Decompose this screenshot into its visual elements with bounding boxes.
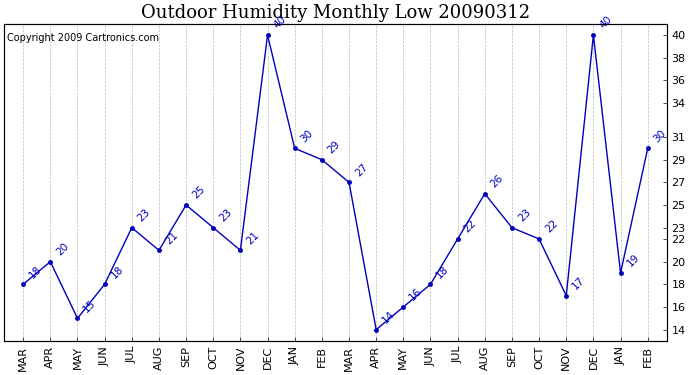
Text: 14: 14 xyxy=(380,309,397,326)
Text: 17: 17 xyxy=(571,275,587,291)
Text: 29: 29 xyxy=(326,139,342,156)
Title: Outdoor Humidity Monthly Low 20090312: Outdoor Humidity Monthly Low 20090312 xyxy=(141,4,530,22)
Text: 23: 23 xyxy=(516,207,533,224)
Text: 22: 22 xyxy=(543,218,560,235)
Text: 18: 18 xyxy=(109,264,126,280)
Text: 21: 21 xyxy=(244,230,261,246)
Text: 27: 27 xyxy=(353,162,370,178)
Text: 16: 16 xyxy=(408,286,424,303)
Text: 21: 21 xyxy=(163,230,179,246)
Text: 40: 40 xyxy=(598,15,614,31)
Text: 18: 18 xyxy=(435,264,451,280)
Text: 19: 19 xyxy=(624,252,641,269)
Text: 20: 20 xyxy=(55,241,71,258)
Text: 23: 23 xyxy=(136,207,152,224)
Text: 30: 30 xyxy=(652,128,668,144)
Text: 40: 40 xyxy=(272,15,288,31)
Text: 18: 18 xyxy=(28,264,43,280)
Text: 30: 30 xyxy=(299,128,315,144)
Text: 25: 25 xyxy=(190,184,207,201)
Text: 15: 15 xyxy=(81,298,98,314)
Text: 26: 26 xyxy=(489,173,505,189)
Text: Copyright 2009 Cartronics.com: Copyright 2009 Cartronics.com xyxy=(8,33,159,43)
Text: 22: 22 xyxy=(462,218,478,235)
Text: 23: 23 xyxy=(217,207,234,224)
